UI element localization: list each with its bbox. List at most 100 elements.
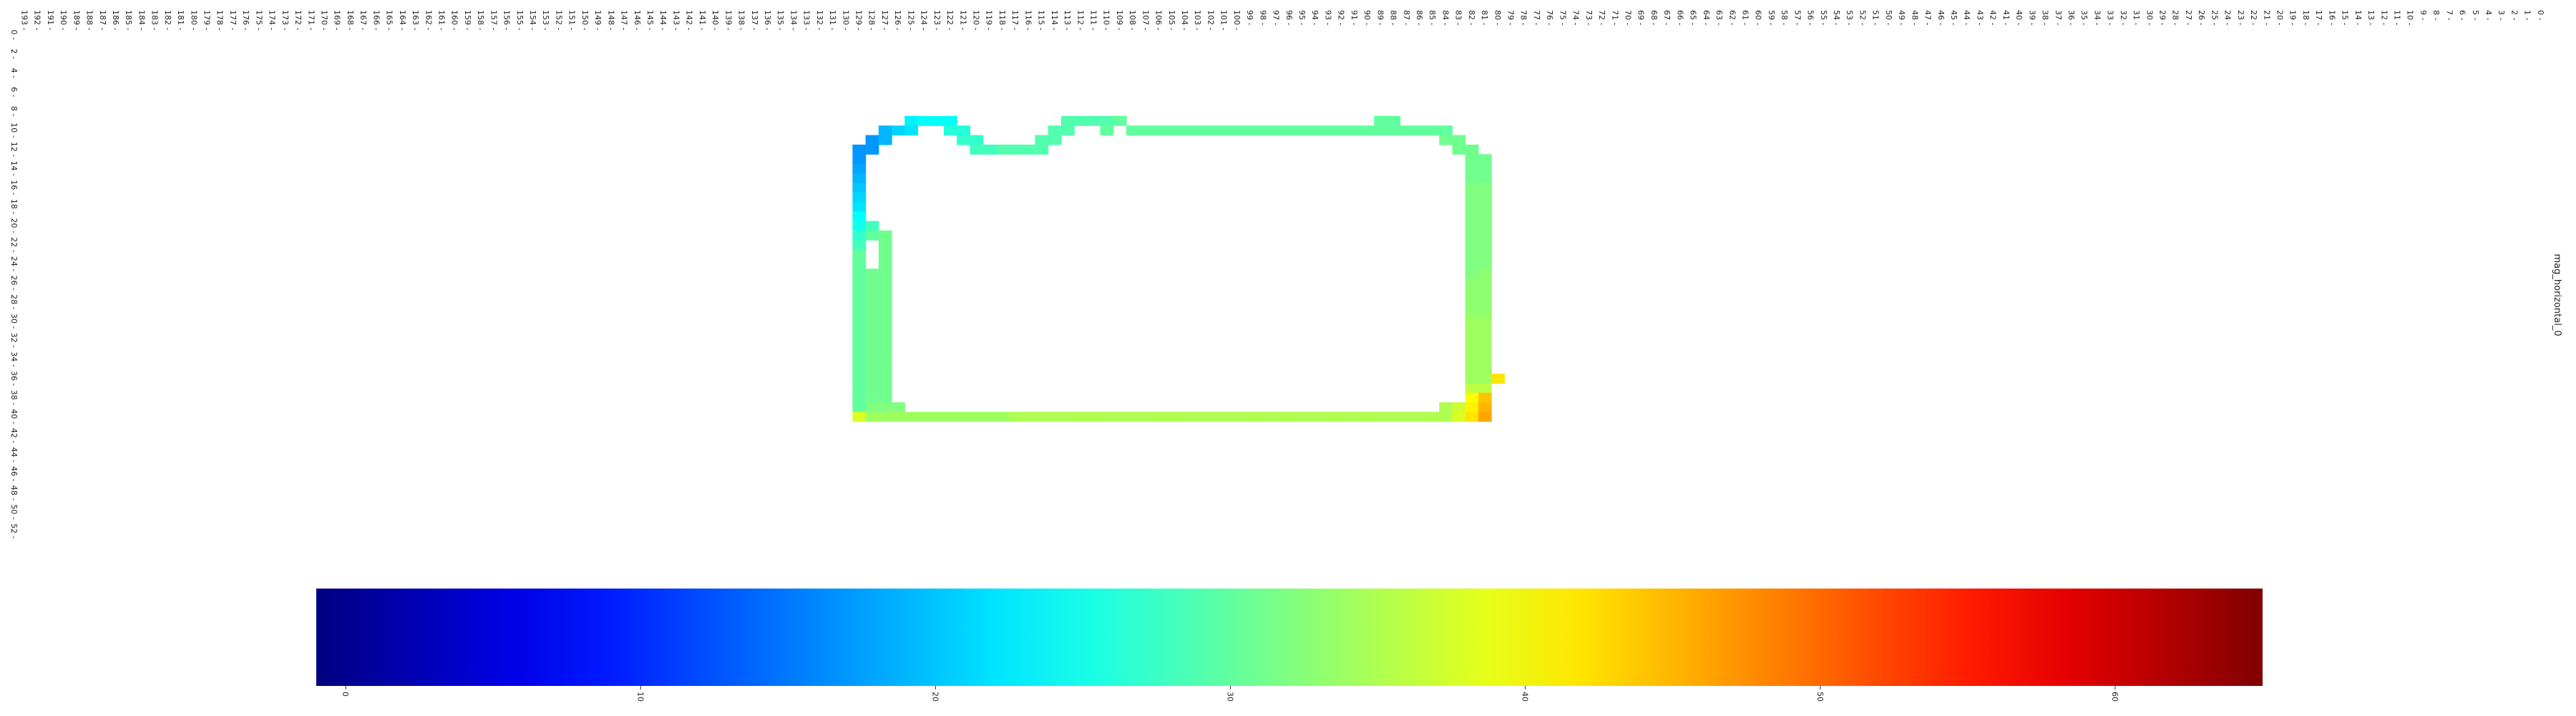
heatmap-cell	[1465, 183, 1479, 193]
heatmap-cell	[1374, 412, 1388, 422]
heatmap-cell	[970, 412, 984, 422]
row-tick-label: 169 -	[333, 10, 342, 30]
heatmap-cell	[1478, 354, 1492, 365]
row-tick-label: 181 -	[176, 10, 185, 30]
heatmap-cell	[852, 230, 867, 241]
heatmap-cell	[1478, 221, 1492, 231]
heatmap-cell	[1465, 383, 1479, 394]
row-tick-label: 5 -	[2471, 10, 2480, 20]
row-tick-label: 139 -	[723, 10, 733, 30]
heatmap-cell	[1360, 412, 1375, 422]
row-tick-label: 108 -	[1128, 10, 1137, 30]
heatmap-cell	[1465, 154, 1479, 165]
row-tick-label: 50 -	[1884, 10, 1893, 25]
heatmap-cell	[1452, 412, 1466, 422]
heatmap-cell	[878, 297, 892, 308]
heatmap-cell	[1465, 163, 1479, 174]
row-tick-label: 104 -	[1180, 10, 1189, 30]
row-tick-label: 68 -	[1649, 10, 1659, 25]
row-tick-label: 23 -	[2236, 10, 2245, 25]
heatmap-cell	[1322, 412, 1336, 422]
heatmap-cell	[1439, 402, 1453, 412]
heatmap-cell	[1465, 412, 1479, 422]
heatmap-cell	[1387, 412, 1401, 422]
heatmap-cell	[1413, 412, 1427, 422]
heatmap-cell	[1465, 402, 1479, 412]
heatmap-cell	[943, 412, 957, 422]
row-tick-label: 138 -	[737, 10, 746, 30]
heatmap-cell	[1060, 115, 1075, 126]
heatmap-cell	[930, 115, 945, 126]
row-tick-label: 82 -	[1467, 10, 1476, 25]
heatmap-cell	[852, 201, 867, 212]
heatmap-cell	[865, 144, 879, 155]
colorbar-gradient	[316, 589, 2263, 686]
heatmap-cell	[852, 402, 867, 412]
row-tick-label: 79 -	[1506, 10, 1516, 25]
heatmap-cell	[917, 412, 932, 422]
row-tick-label: 183 -	[150, 10, 160, 30]
colorbar-ticks: 0 10 20 30 40 50 60	[341, 686, 2119, 702]
heatmap-cell	[852, 240, 867, 251]
row-tick-label: 91 -	[1350, 10, 1359, 25]
row-tick-label: 22 -	[2249, 10, 2258, 25]
heatmap-cell	[878, 135, 892, 145]
row-tick-label: 189 -	[72, 10, 81, 30]
heatmap-cell	[1478, 240, 1492, 251]
heatmap-cell	[1126, 125, 1140, 136]
colorbar-tick-label: 30	[1226, 692, 1235, 702]
column-tick-label: 4 -	[9, 68, 19, 78]
heatmap-cell	[1478, 268, 1492, 279]
heatmap-cell	[1465, 287, 1479, 298]
row-tick-label: 3 -	[2497, 10, 2506, 20]
heatmap-cell	[1244, 412, 1257, 422]
heatmap-cell	[1165, 412, 1179, 422]
row-tick-label: 32 -	[2119, 10, 2128, 25]
row-tick-label: 25 -	[2210, 10, 2219, 25]
heatmap-cell	[1478, 412, 1492, 422]
heatmap-cell	[1060, 125, 1075, 136]
heatmap-cell	[852, 163, 867, 174]
heatmap-cell	[865, 278, 879, 289]
row-tick-label: 105 -	[1167, 10, 1176, 30]
row-tick-label: 179 -	[203, 10, 212, 30]
row-tick-label: 137 -	[750, 10, 759, 30]
heatmap-cell	[852, 412, 867, 422]
heatmap-cell	[1347, 412, 1362, 422]
heatmap-cell	[1478, 364, 1492, 374]
row-tick-label: 160 -	[450, 10, 459, 30]
heatmap-cell	[865, 135, 879, 145]
heatmap-cell	[852, 183, 867, 193]
row-tick-label: 173 -	[280, 10, 290, 30]
row-tick-label: 45 -	[1949, 10, 1958, 25]
row-tick-label: 62 -	[1727, 10, 1737, 25]
column-tick-label: 44 -	[9, 447, 19, 462]
row-tick-label: 13 -	[2366, 10, 2376, 25]
heatmap-cell	[1322, 125, 1336, 136]
row-tick-label: 123 -	[932, 10, 942, 30]
heatmap-cell	[852, 258, 867, 269]
heatmap-cell	[1074, 412, 1088, 422]
heatmap-cell	[1282, 125, 1297, 136]
heatmap-cell	[1478, 154, 1492, 165]
heatmap-cell	[852, 344, 867, 355]
heatmap-cell	[865, 354, 879, 365]
heatmap-cell	[1191, 412, 1205, 422]
heatmap-cell	[957, 412, 970, 422]
row-tick-label: 31 -	[2132, 10, 2141, 25]
heatmap-cell	[1295, 125, 1309, 136]
row-tick-label: 187 -	[98, 10, 107, 30]
heatmap-cell	[892, 412, 905, 422]
heatmap-cell	[1139, 125, 1153, 136]
row-tick-label: 190 -	[59, 10, 68, 30]
column-tick-label: 36 -	[9, 371, 19, 386]
row-tick-label: 184 -	[137, 10, 146, 30]
heatmap-cell	[1335, 412, 1349, 422]
heatmap-cell	[865, 392, 879, 403]
row-tick-label: 193 -	[19, 10, 29, 30]
row-tick-label: 143 -	[671, 10, 680, 30]
heatmap-cell	[1465, 144, 1479, 155]
heatmap-cell	[865, 402, 879, 412]
row-tick-label: 2 -	[2509, 10, 2519, 20]
heatmap-cell	[865, 221, 879, 231]
